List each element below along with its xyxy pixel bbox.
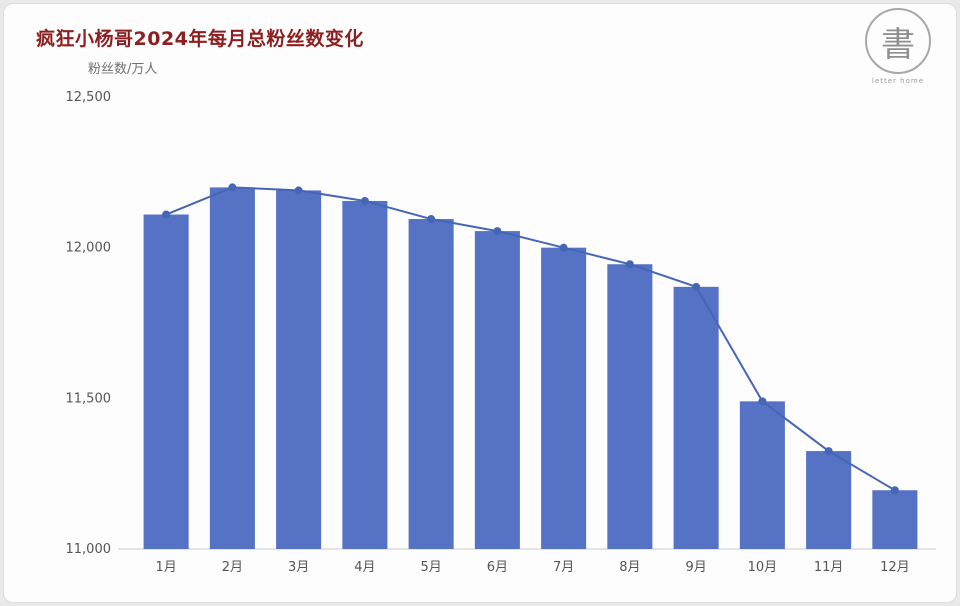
data-point-6月 xyxy=(493,227,502,236)
bar-7月 xyxy=(541,247,587,549)
bar-8月 xyxy=(607,264,653,549)
y-axis-unit-label: 粉丝数/万人 xyxy=(88,62,158,77)
data-point-2月 xyxy=(228,183,237,192)
bar-9月 xyxy=(673,286,719,549)
chart-title: 疯狂小杨哥2024年每月总粉丝数变化 xyxy=(36,28,364,50)
data-point-4月 xyxy=(360,196,369,205)
bar-6月 xyxy=(474,231,520,550)
bar-11月 xyxy=(806,451,852,549)
bar-5月 xyxy=(408,219,454,550)
x-category-label: 12月 xyxy=(880,560,910,575)
x-category-label: 2月 xyxy=(222,560,243,575)
data-point-10月 xyxy=(758,397,767,406)
data-point-12月 xyxy=(890,486,899,495)
bar-2月 xyxy=(209,187,255,549)
watermark-logo: 書 letter home xyxy=(856,8,940,85)
x-category-label: 4月 xyxy=(354,560,375,575)
x-category-label: 10月 xyxy=(748,560,778,575)
data-point-11月 xyxy=(824,447,833,456)
x-category-label: 1月 xyxy=(155,560,176,575)
bar-1月 xyxy=(143,214,189,549)
logo-caption: letter home xyxy=(872,77,924,85)
y-tick-label: 11,500 xyxy=(66,391,112,406)
x-category-label: 5月 xyxy=(420,560,441,575)
x-category-label: 9月 xyxy=(685,560,706,575)
trend-line xyxy=(165,186,896,492)
x-category-label: 3月 xyxy=(288,560,309,575)
x-category-label: 11月 xyxy=(814,560,844,575)
data-point-1月 xyxy=(162,210,171,219)
logo-seal-icon: 書 xyxy=(865,8,931,74)
data-point-9月 xyxy=(692,282,701,291)
x-category-label: 7月 xyxy=(553,560,574,575)
bar-12月 xyxy=(872,490,918,549)
data-point-8月 xyxy=(625,260,634,269)
bar-10月 xyxy=(739,401,785,549)
x-category-label: 6月 xyxy=(487,560,508,575)
bar-4月 xyxy=(342,200,388,549)
y-tick-label: 12,500 xyxy=(66,90,112,105)
y-tick-label: 11,000 xyxy=(66,542,112,557)
data-point-7月 xyxy=(559,243,568,252)
y-tick-label: 12,000 xyxy=(66,241,112,256)
x-category-label: 8月 xyxy=(619,560,640,575)
bar-3月 xyxy=(276,190,322,549)
data-point-5月 xyxy=(427,215,436,224)
data-point-3月 xyxy=(294,186,303,195)
